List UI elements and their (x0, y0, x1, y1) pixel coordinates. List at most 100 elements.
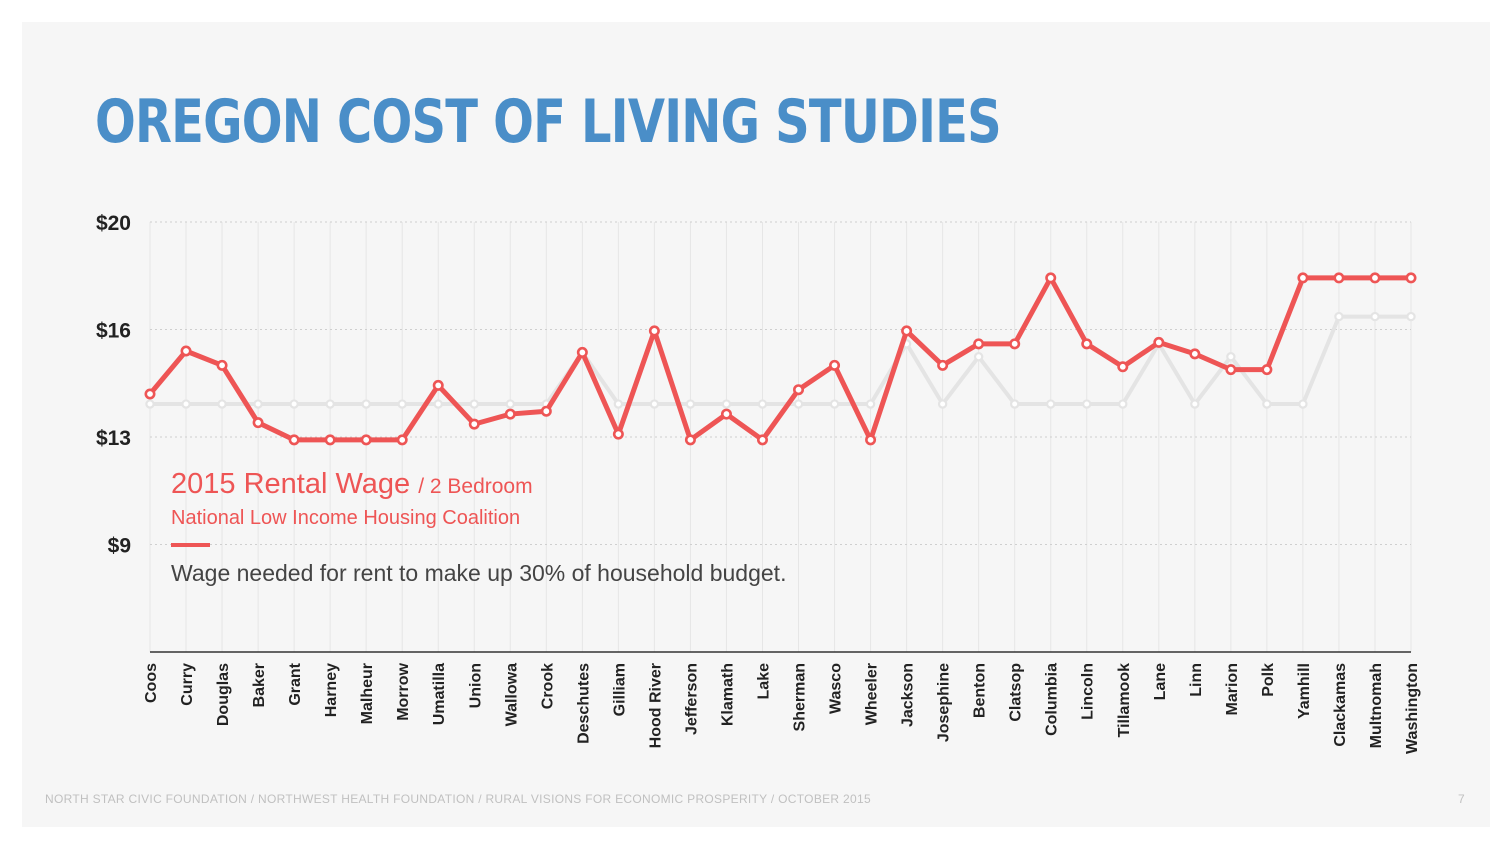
x-tick-label: Hood River (647, 663, 664, 748)
x-tick-label: Wallowa (503, 663, 520, 727)
reference-point (1298, 399, 1308, 409)
rental-wage-point (540, 405, 552, 417)
reference-point (1190, 399, 1200, 409)
rental-wage-point (865, 434, 877, 446)
rental-wage-point (324, 434, 336, 446)
reference-point (1406, 311, 1416, 322)
page-number: 7 (1458, 792, 1465, 806)
reference-point (1118, 399, 1128, 409)
x-tick-label: Klamath (719, 663, 736, 726)
rental-wage-point (1225, 364, 1237, 376)
legend-swatch (171, 543, 210, 547)
reference-point (613, 399, 624, 409)
x-tick-label: Polk (1260, 663, 1277, 697)
rental-wage-point (1045, 272, 1057, 284)
rental-wage-point (1117, 361, 1129, 373)
x-tick-label: Umatilla (431, 663, 448, 725)
x-tick-label: Marion (1224, 663, 1241, 715)
y-tick-label: $9 (108, 535, 131, 558)
reference-point (253, 399, 263, 409)
rental-wage-point (937, 359, 949, 371)
x-tick-label: Clackamas (1332, 663, 1349, 747)
reference-point (145, 399, 155, 409)
rental-wage-point (1261, 364, 1273, 376)
y-tick-label: $16 (96, 320, 131, 343)
x-tick-label: Gilliam (611, 663, 628, 716)
y-tick-label: $20 (96, 212, 131, 235)
reference-point (361, 399, 371, 409)
rental-wage-point (648, 325, 660, 337)
x-tick-label: Clatsop (1008, 663, 1025, 722)
reference-point (1082, 399, 1092, 409)
rental-wage-point (1405, 272, 1417, 284)
rental-wage-point (1189, 348, 1201, 360)
reference-point (1370, 311, 1380, 322)
rental-wage-point (576, 346, 588, 358)
reference-point (433, 399, 443, 409)
reference-point (505, 399, 515, 409)
rental-wage-point (180, 345, 192, 357)
x-tick-label: Washington (1404, 663, 1421, 754)
x-tick-label: Sherman (792, 663, 809, 731)
legend-title-row: 2015 Rental Wage / 2 Bedroom (171, 466, 533, 505)
x-tick-label: Curry (179, 663, 196, 706)
legend-description: Wage needed for rent to make up 30% of h… (171, 560, 787, 586)
rental-wage-point (504, 408, 516, 420)
x-tick-label: Multnomah (1368, 663, 1385, 748)
x-tick-label: Wheeler (864, 663, 881, 725)
rental-wage-point (1153, 336, 1165, 348)
rental-wage-point (901, 325, 913, 337)
reference-point (829, 399, 840, 409)
rental-wage-point (144, 388, 156, 400)
x-tick-label: Tillamook (1116, 663, 1133, 737)
reference-point (289, 399, 299, 409)
reference-point (685, 399, 696, 409)
rental-wage-point (252, 417, 264, 429)
x-tick-label: Baker (251, 663, 268, 707)
x-tick-label: Lane (1152, 663, 1169, 700)
rental-wage-point (216, 359, 228, 371)
rental-wage-point (793, 384, 805, 396)
reference-point (721, 399, 732, 409)
x-tick-label: Deschutes (575, 663, 592, 744)
x-tick-label: Crook (539, 663, 556, 709)
reference-point (1046, 399, 1056, 409)
reference-point (937, 399, 948, 409)
footer-credits: NORTH STAR CIVIC FOUNDATION / NORTHWEST … (45, 792, 871, 806)
rental-wage-point (468, 418, 480, 430)
x-tick-label: Harney (323, 663, 340, 717)
x-tick-label: Morrow (395, 662, 412, 720)
rental-wage-point (612, 428, 624, 440)
x-tick-label: Wasco (828, 663, 845, 714)
rental-wage-point (684, 434, 696, 446)
x-tick-label: Josephine (936, 663, 953, 742)
legend-title: 2015 Rental Wage (171, 468, 411, 500)
x-tick-label: Grant (287, 662, 304, 705)
rental-wage-point (1009, 338, 1021, 350)
x-tick-label: Malheur (359, 663, 376, 724)
x-tick-label: Union (467, 663, 484, 708)
x-tick-label: Coos (143, 663, 160, 703)
reference-point (1009, 399, 1020, 409)
x-tick-label: Linn (1188, 663, 1205, 697)
rental-wage-point (288, 434, 300, 446)
rental-wage-point (1369, 272, 1381, 284)
reference-point (973, 352, 984, 362)
rental-wage-point (1333, 272, 1345, 284)
x-tick-label: Jefferson (683, 663, 700, 735)
rental-wage-point (720, 408, 732, 420)
rental-wage-point (396, 434, 408, 446)
slide-title: OREGON COST OF LIVING STUDIES (95, 87, 1002, 157)
x-tick-label: Jackson (900, 663, 917, 727)
x-tick-label: Columbia (1044, 663, 1061, 736)
legend-source: National Low Income Housing Coalition (171, 507, 521, 529)
x-tick-label: Benton (972, 663, 989, 718)
x-tick-label: Lincoln (1080, 663, 1097, 720)
x-tick-label: Yamhill (1296, 663, 1313, 719)
reference-point (217, 399, 227, 409)
x-tick-label: Douglas (215, 663, 232, 726)
rental-wage-point (360, 434, 372, 446)
reference-point (325, 399, 335, 409)
reference-point (397, 399, 407, 409)
